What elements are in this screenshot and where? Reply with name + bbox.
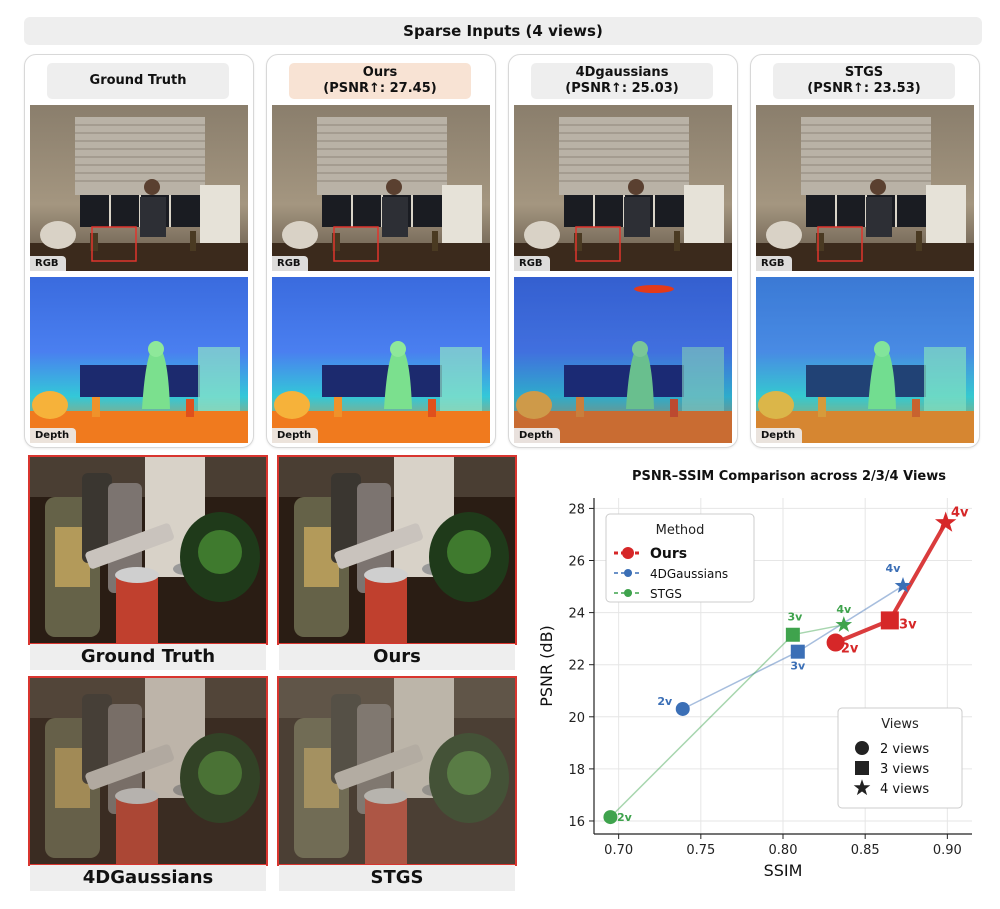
y-tick-label: 28 [568,502,585,517]
data-point [675,701,690,716]
rgb-render: RGB [756,105,974,271]
crop-label: 4DGaussians [30,865,266,891]
legend-label: Ours [650,546,687,562]
method-legend-title: Method [656,523,705,538]
y-tick-label: 22 [568,659,585,674]
column-title: Ground Truth [47,63,229,99]
column-title-line1: 4Dgaussians [575,65,669,80]
views-legend-box [837,707,963,809]
data-label: 4v [836,603,852,616]
views-legend-title: Views [881,717,919,732]
column-title-line1: Ours [362,65,398,80]
crop-label: Ground Truth [30,644,266,670]
x-tick-label: 0.70 [604,843,633,858]
crop-ours [277,455,517,645]
x-tick-label: 0.80 [769,843,798,858]
data-label: 3v [899,617,917,632]
column-title: 4Dgaussians (PSNR↑: 25.03) [531,63,713,99]
data-label: 3v [787,611,803,624]
rgb-render: RGB [30,105,248,271]
series-line-2 [609,624,844,818]
x-tick-label: 0.90 [933,843,962,858]
rgb-tag: RGB [272,256,308,271]
y-tick-label: 18 [568,763,585,778]
views-legend-marker [855,761,869,775]
column-ground-truth: Ground Truth RGB Depth [24,54,254,448]
depth-tag: Depth [30,428,77,443]
depth-render: Depth [514,277,732,443]
rgb-render: RGB [272,105,490,271]
depth-render: Depth [756,277,974,443]
views-legend-label: 2 views [880,742,929,757]
views-legend-label: 4 views [880,782,929,797]
chart-title: PSNR–SSIM Comparison across 2/3/4 Views [632,469,946,484]
x-tick-label: 0.75 [686,843,715,858]
column-title-line2: (PSNR↑: 27.45) [323,81,437,96]
legend-marker [624,569,632,577]
y-tick-label: 26 [568,555,585,570]
data-label: 4v [951,506,969,521]
data-point [894,577,912,593]
crop-ground-truth [28,455,268,645]
legend-marker [622,547,634,559]
method-legend-box [605,513,755,603]
data-point [826,633,845,652]
crop-stgs [277,676,517,866]
legend-label: STGS [650,587,682,601]
data-label: 2v [657,695,673,708]
views-legend-marker [855,741,869,755]
x-tick-label: 0.85 [851,843,880,858]
data-point [785,627,800,642]
figure-banner: Sparse Inputs (4 views) [24,17,982,45]
rgb-tag: RGB [30,256,66,271]
depth-render: Depth [30,277,248,443]
rgb-render: RGB [514,105,732,271]
crop-label: Ours [279,644,515,670]
rgb-tag: RGB [756,256,792,271]
column-title: STGS (PSNR↑: 23.53) [773,63,955,99]
legend-marker [624,589,632,597]
y-tick-label: 24 [568,607,585,622]
views-legend-label: 3 views [880,762,929,777]
data-point [935,511,957,532]
crop-4dgaussians [28,676,268,866]
column-title-line2: (PSNR↑: 23.53) [807,81,921,96]
depth-render: Depth [272,277,490,443]
depth-tag: Depth [514,428,561,443]
column-stgs: STGS (PSNR↑: 23.53) RGB Depth [750,54,980,448]
data-label: 4v [886,562,902,575]
rgb-tag: RGB [514,256,550,271]
data-label: 3v [790,660,806,673]
legend-label: 4DGaussians [650,567,728,581]
column-ours: Ours (PSNR↑: 27.45) RGB Depth [266,54,496,448]
psnr-ssim-chart: PSNR–SSIM Comparison across 2/3/4 Views 0… [530,458,990,898]
column-title-line1: STGS [844,65,884,80]
crop-label: STGS [279,865,515,891]
data-point [790,644,805,659]
chart-svg: PSNR–SSIM Comparison across 2/3/4 Views 0… [537,469,972,880]
data-label: 2v [617,811,633,824]
data-point [603,810,618,825]
x-axis-label: SSIM [764,861,803,880]
views-legend-marker [853,779,871,796]
y-tick-label: 20 [568,711,585,726]
data-point [835,616,853,632]
column-4dgaussians: 4Dgaussians (PSNR↑: 25.03) RGB Depth [508,54,738,448]
depth-tag: Depth [272,428,319,443]
y-tick-label: 16 [568,815,585,830]
column-title: Ours (PSNR↑: 27.45) [289,63,471,99]
column-title-line1: Ground Truth [89,73,187,88]
data-label: 2v [841,642,859,657]
y-axis-label: PSNR (dB) [537,625,556,707]
column-title-line2: (PSNR↑: 25.03) [565,81,679,96]
data-point [880,611,899,630]
depth-tag: Depth [756,428,803,443]
